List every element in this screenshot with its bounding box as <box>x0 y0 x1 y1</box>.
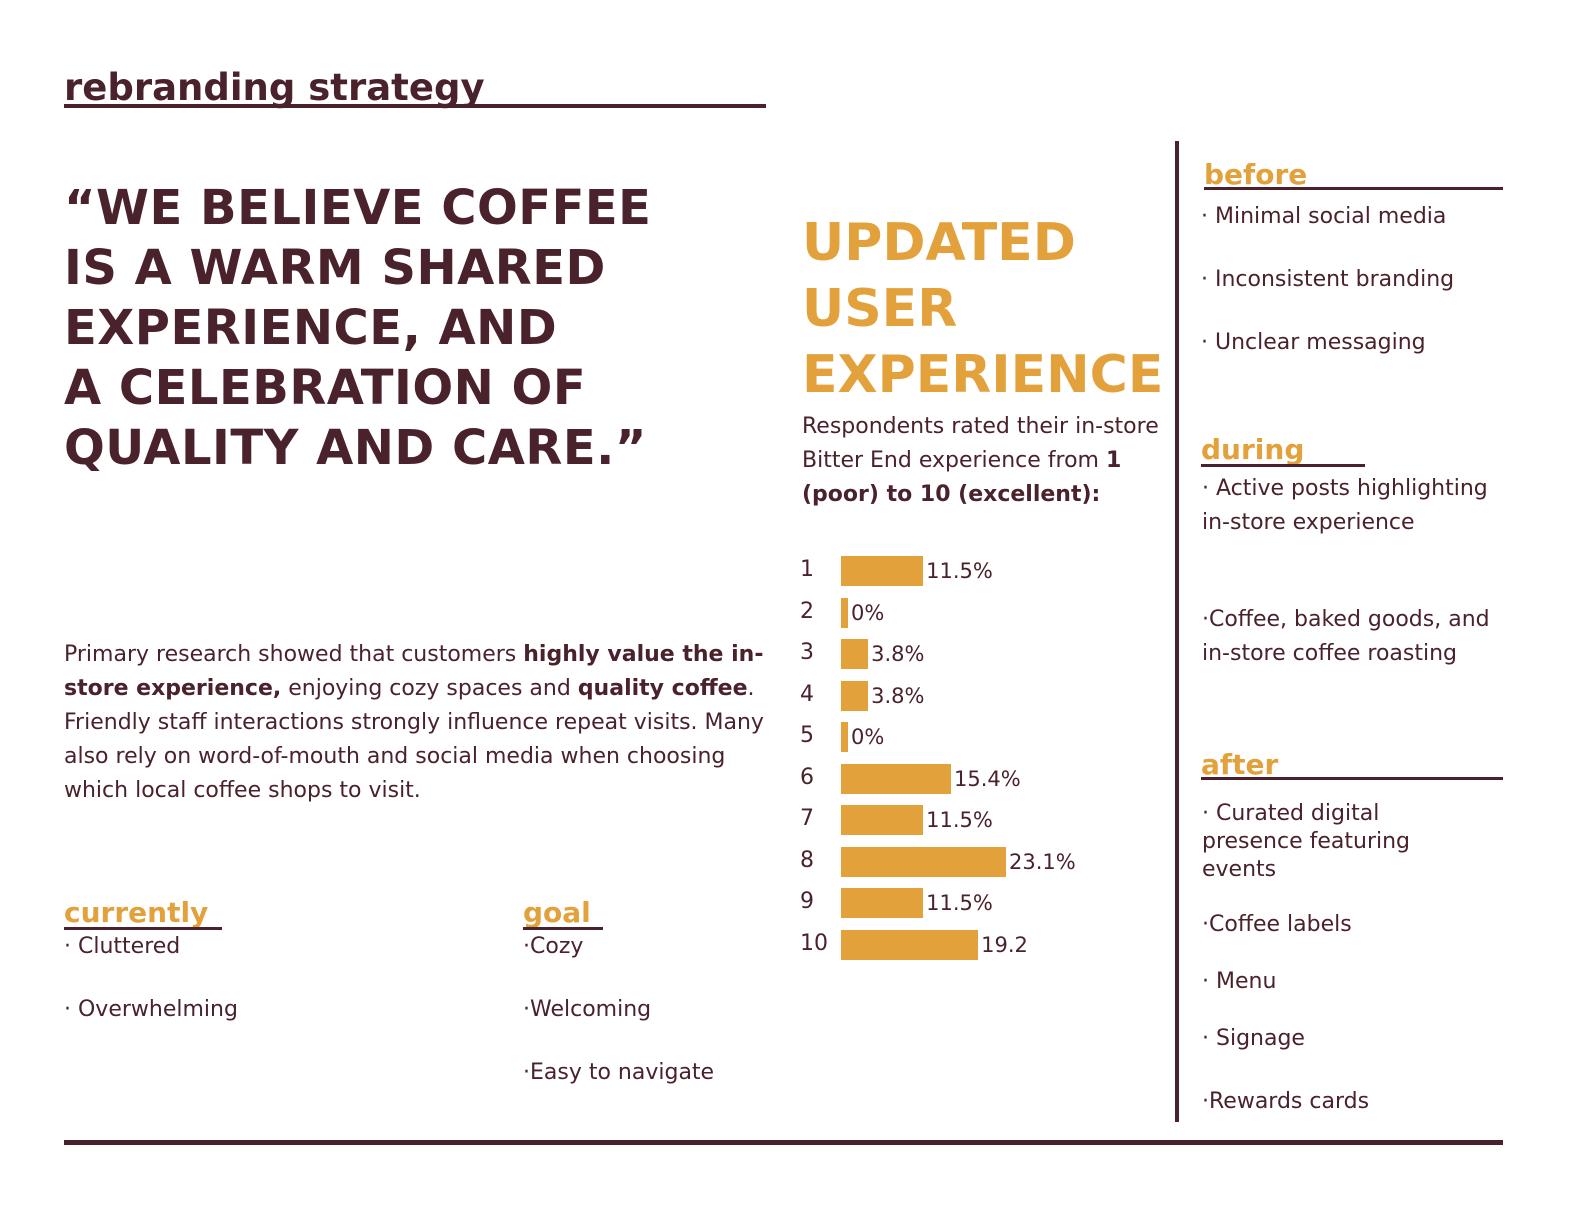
list-item: ·Easy to navigate <box>523 1060 715 1085</box>
goal-underline <box>523 927 603 930</box>
bar-value-label: 11.5% <box>926 808 993 832</box>
list-item: · Signage <box>1202 1026 1305 1051</box>
list-item: ·Coffee, baked goods, and in-store coffe… <box>1202 607 1490 666</box>
bar-rating-7 <box>841 805 924 835</box>
list-item: ·Coffee labels <box>1202 912 1352 937</box>
list-item: · Curated digital presence featuring eve… <box>1202 801 1411 882</box>
bar-rating-6 <box>841 763 951 794</box>
quote-line: EXPERIENCE, AND <box>64 300 558 356</box>
list-item: · Menu <box>1202 969 1277 994</box>
bar-value-label: 11.5% <box>926 559 993 583</box>
bar-rating-3 <box>841 639 869 669</box>
bar-rating-10 <box>841 929 979 960</box>
during-underline <box>1201 464 1365 467</box>
bar-rating-1 <box>841 556 924 586</box>
research-text: . Friendly staff interactions strongly i… <box>64 676 764 803</box>
list-item: · Active posts highlighting in-store exp… <box>1202 476 1488 535</box>
quote-line: “WE BELIEVE COFFEE <box>64 180 652 236</box>
bar-category-label: 1 <box>800 557 814 582</box>
column-divider <box>1175 141 1179 1122</box>
bar-value-label: 0% <box>851 600 885 625</box>
currently-underline <box>64 927 222 930</box>
title-underline <box>64 104 766 108</box>
research-text: Primary research showed that customers <box>64 642 524 667</box>
list-item: · Overwhelming <box>64 997 238 1022</box>
bar-rating-5 <box>841 722 848 752</box>
quote-line: QUALITY AND CARE.” <box>64 420 647 476</box>
research-highlight: highly value the in-store experience, <box>64 642 764 701</box>
bar-category-label: 9 <box>800 889 814 914</box>
quote-line: IS A WARM SHARED <box>64 240 606 296</box>
list-item: ·Rewards cards <box>1202 1089 1370 1114</box>
bar-category-label: 8 <box>800 847 814 873</box>
research-text: enjoying cozy spaces and <box>281 676 578 701</box>
bar-value-label: 23.1% <box>1009 849 1076 874</box>
list-item: ·Cozy <box>523 934 584 959</box>
bar-category-label: 7 <box>800 806 814 831</box>
research-highlight: quality coffee <box>577 676 748 701</box>
list-item: · Inconsistent branding <box>1201 267 1455 292</box>
chart-title-line: UPDATED <box>802 213 1076 273</box>
during-heading: during <box>1201 433 1305 466</box>
list-item: · Minimal social media <box>1201 204 1447 229</box>
bar-value-label: 3.8% <box>871 642 925 666</box>
bar-category-label: 6 <box>800 764 814 790</box>
bar-category-label: 2 <box>800 598 814 624</box>
chart-subtitle-scale: 1 (poor) to 10 (excellent): <box>802 448 1122 507</box>
rating-bar-chart: 1 11.5% 2 0% 3 3.8% 4 3.8% 5 0% 6 15.4% 7 11.5% 8 23.1%… <box>800 550 1160 970</box>
bar-category-label: 5 <box>800 723 814 748</box>
bar-rating-9 <box>841 888 924 918</box>
bar-value-label: 0% <box>851 725 885 749</box>
research-paragraph: Primary research showed that customers h… <box>64 638 776 808</box>
bar-rating-2 <box>841 597 848 628</box>
bar-rating-4 <box>841 680 869 711</box>
bar-category-label: 10 <box>800 930 828 956</box>
bar-value-label: 3.8% <box>871 683 925 708</box>
chart-title-line: EXPERIENCE <box>802 345 1164 405</box>
bar-value-label: 15.4% <box>954 766 1021 791</box>
bar-rating-8 <box>841 846 1006 877</box>
after-heading: after <box>1201 748 1279 781</box>
bar-category-label: 4 <box>800 681 814 707</box>
bottom-divider <box>64 1140 1503 1145</box>
currently-heading: currently <box>64 896 209 929</box>
chart-title: UPDATED USER EXPERIENCE <box>802 210 1163 408</box>
page-title: rebranding strategy <box>64 66 485 109</box>
chart-subtitle: Respondents rated their in-store Bitter … <box>802 410 1182 512</box>
chart-subtitle-text: Respondents rated their in-store Bitter … <box>802 414 1159 473</box>
before-underline <box>1204 187 1503 190</box>
bar-value-label: 11.5% <box>926 891 993 915</box>
list-item: ·Welcoming <box>523 997 652 1022</box>
bar-value-label: 19.2 <box>981 932 1028 957</box>
bar-category-label: 3 <box>800 640 814 665</box>
after-underline <box>1201 777 1503 780</box>
list-item: · Unclear messaging <box>1201 330 1426 355</box>
quote-line: A CELEBRATION OF <box>64 360 587 416</box>
chart-title-line: USER <box>802 279 958 339</box>
goal-heading: goal <box>523 896 591 929</box>
brand-quote: “WE BELIEVE COFFEE IS A WARM SHARED EXPE… <box>64 178 744 478</box>
list-item: · Cluttered <box>64 934 181 959</box>
before-heading: before <box>1204 158 1308 191</box>
